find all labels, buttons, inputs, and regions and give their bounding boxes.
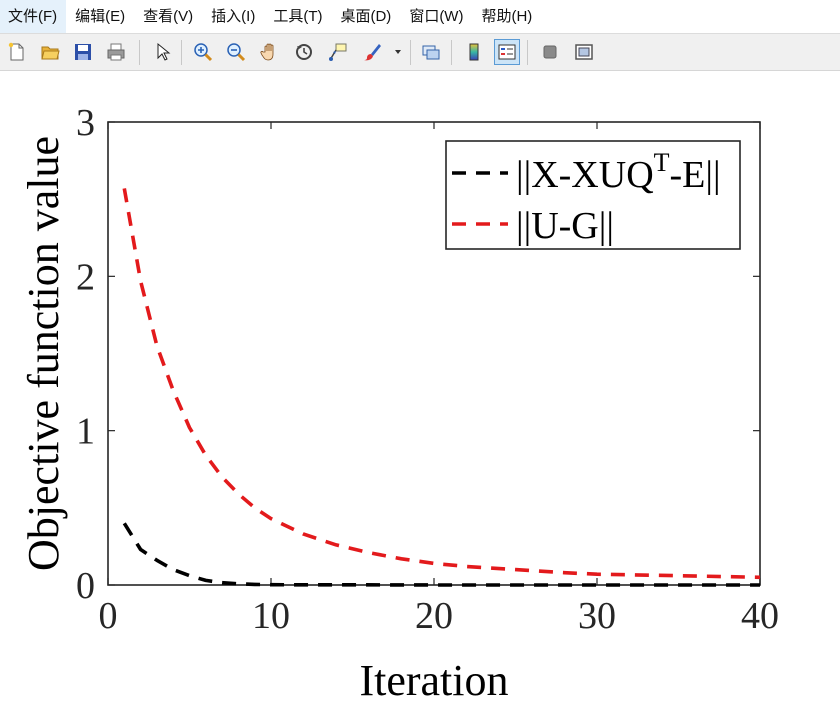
brush-dropdown-icon[interactable] — [391, 39, 405, 65]
hide-plot-tools-icon[interactable] — [537, 39, 563, 65]
y-axis-label: Objective function value — [19, 136, 68, 571]
toolbar-separator — [451, 40, 452, 65]
series-line-2 — [122, 188, 761, 580]
y-tick-label: 2 — [76, 256, 95, 298]
figure-canvas: 0 10 20 30 40 0 1 2 3 Iteration Objective function… — [0, 72, 840, 705]
menu-item-6[interactable]: 窗口(W) — [409, 8, 464, 25]
pointer-icon[interactable] — [149, 39, 175, 65]
y-tick-label: 0 — [76, 565, 95, 607]
menu-item-5[interactable]: 桌面(D) — [340, 8, 392, 25]
zoom-in-icon[interactable] — [190, 39, 216, 65]
figure-toolbar — [0, 33, 840, 71]
colorbar-icon[interactable] — [461, 39, 487, 65]
legend-icon[interactable] — [494, 39, 520, 65]
menu-item-3[interactable]: 插入(I) — [211, 8, 256, 25]
x-tick-label: 10 — [252, 595, 290, 637]
menu-item-4[interactable]: 工具(T) — [273, 8, 323, 25]
toolbar-separator — [410, 40, 411, 65]
line-chart: 0 10 20 30 40 0 1 2 3 Iteration Objective function… — [19, 102, 779, 705]
toolbar-separator — [139, 40, 140, 65]
legend-label-1: ||X-XUQT-E|| — [516, 148, 721, 196]
y-tick-label: 1 — [76, 411, 95, 453]
menu-item-2[interactable]: 查看(V) — [143, 8, 194, 25]
save-icon[interactable] — [70, 39, 96, 65]
x-tick-label: 30 — [578, 595, 616, 637]
x-tick-label: 0 — [99, 595, 118, 637]
x-tick-label: 20 — [415, 595, 453, 637]
menu-item-0[interactable]: 文件(F) — [0, 0, 67, 33]
series-line-1 — [122, 522, 760, 587]
show-plot-tools-icon[interactable] — [571, 39, 597, 65]
data-cursor-icon[interactable] — [325, 39, 351, 65]
x-axis-label: Iteration — [359, 656, 508, 704]
link-plot-icon[interactable] — [418, 39, 444, 65]
menu-item-1[interactable]: 编辑(E) — [75, 8, 126, 25]
open-file-icon[interactable] — [37, 39, 63, 65]
brush-icon[interactable] — [359, 39, 385, 65]
menu-bar: 文件(F) 编辑(E) 查看(V) 插入(I) 工具(T) 桌面(D) 窗口(W) 帮助(H) — [0, 0, 840, 33]
toolbar-separator — [181, 40, 182, 65]
legend-box — [445, 140, 741, 250]
x-tick-label: 40 — [741, 595, 779, 637]
toolbar-separator — [527, 40, 528, 65]
zoom-out-icon[interactable] — [223, 39, 249, 65]
new-figure-icon[interactable] — [4, 39, 30, 65]
print-icon[interactable] — [103, 39, 129, 65]
y-tick-label: 3 — [76, 102, 95, 144]
menu-item-7[interactable]: 帮助(H) — [481, 8, 533, 25]
legend-label-2: ||U-G|| — [516, 205, 614, 247]
pan-hand-icon[interactable] — [257, 39, 283, 65]
rotate-3d-icon[interactable] — [291, 39, 317, 65]
